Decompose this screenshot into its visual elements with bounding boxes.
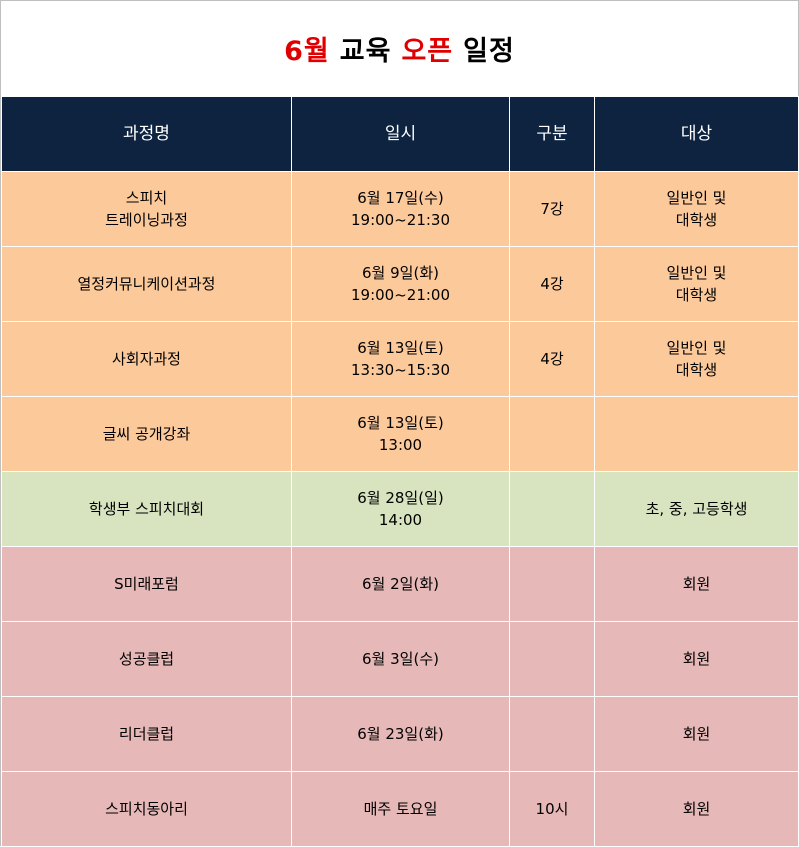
cell-datetime: 6월 2일(화) <box>291 546 510 622</box>
cell-course-line: 성공클럽 <box>118 650 175 668</box>
cell-type <box>509 696 595 772</box>
cell-datetime: 매주 토요일 <box>291 771 510 847</box>
table-row: S미래포럼 6월 2일(화) 회원 <box>1 546 799 622</box>
cell-datetime-line: 13:30~15:30 <box>350 361 451 379</box>
table-row: 학생부 스피치대회 6월 28일(일) 14:00 초, 중, 고등학생 <box>1 471 799 547</box>
cell-target-line: 초, 중, 고등학생 <box>645 500 748 518</box>
header-type: 구분 <box>509 96 595 172</box>
cell-datetime-line: 6월 28일(일) <box>357 489 444 507</box>
table-row: 스피치동아리 매주 토요일 10시 회원 <box>1 771 799 847</box>
cell-course-line: 열정커뮤니케이션과정 <box>77 275 216 293</box>
cell-target-line: 회원 <box>682 650 711 668</box>
cell-datetime-line: 6월 17일(수) <box>357 189 444 207</box>
cell-datetime: 6월 23일(화) <box>291 696 510 772</box>
cell-type <box>509 471 595 547</box>
cell-course: 성공클럽 <box>1 621 292 697</box>
cell-target <box>594 396 799 472</box>
cell-target-line: 회원 <box>682 800 711 818</box>
cell-course: 사회자과정 <box>1 321 292 397</box>
cell-course-line: 트레이닝과정 <box>105 211 188 229</box>
cell-target-line: 회원 <box>682 725 711 743</box>
cell-datetime-line: 6월 2일(화) <box>362 575 439 593</box>
cell-datetime-line: 19:00~21:00 <box>350 286 451 304</box>
title-schedule: 일정 <box>463 36 515 67</box>
title-month: 6월 <box>284 36 330 67</box>
cell-type: 10시 <box>509 771 595 847</box>
cell-target: 회원 <box>594 696 799 772</box>
cell-datetime-line: 6월 13일(토) <box>357 414 444 432</box>
cell-course-line: 스피치 <box>125 189 168 207</box>
table-header-row: 과정명 일시 구분 대상 <box>1 96 799 172</box>
cell-type: 4강 <box>509 246 595 322</box>
cell-datetime-line: 19:00~21:30 <box>350 211 451 229</box>
cell-datetime-line: 6월 3일(수) <box>362 650 439 668</box>
cell-datetime-line: 14:00 <box>378 511 423 529</box>
cell-datetime: 6월 9일(화) 19:00~21:00 <box>291 246 510 322</box>
cell-datetime-line: 매주 토요일 <box>363 800 438 818</box>
header-target: 대상 <box>594 96 799 172</box>
cell-type <box>509 546 595 622</box>
cell-target-line: 일반인 및 <box>666 189 727 207</box>
cell-target-line: 대학생 <box>675 286 718 304</box>
cell-datetime: 6월 3일(수) <box>291 621 510 697</box>
cell-course-line: 학생부 스피치대회 <box>88 500 205 518</box>
page-title: 6월 교육 오픈 일정 <box>1 1 798 96</box>
cell-course-line: 글씨 공개강좌 <box>102 425 191 443</box>
table-row: 리더클럽 6월 23일(화) 회원 <box>1 696 799 772</box>
table-row: 사회자과정 6월 13일(토) 13:30~15:30 4강 일반인 및 대학생 <box>1 321 799 397</box>
title-open: 오픈 <box>401 36 454 67</box>
cell-course-line: 스피치동아리 <box>105 800 188 818</box>
cell-target: 회원 <box>594 621 799 697</box>
cell-course-line: 리더클럽 <box>118 725 175 743</box>
title-education: 교육 <box>339 36 392 67</box>
cell-type <box>509 396 595 472</box>
cell-type: 7강 <box>509 171 595 247</box>
table-body: 스피치 트레이닝과정 6월 17일(수) 19:00~21:30 7강 일반인 및 대학생 열… <box>1 171 799 847</box>
cell-datetime-line: 13:00 <box>378 436 423 454</box>
cell-course-line: 사회자과정 <box>111 350 181 368</box>
cell-datetime: 6월 13일(토) 13:00 <box>291 396 510 472</box>
cell-course: 열정커뮤니케이션과정 <box>1 246 292 322</box>
cell-datetime: 6월 13일(토) 13:30~15:30 <box>291 321 510 397</box>
cell-target: 회원 <box>594 546 799 622</box>
cell-datetime-line: 6월 9일(화) <box>362 264 439 282</box>
table-row: 열정커뮤니케이션과정 6월 9일(화) 19:00~21:00 4강 일반인 및 대학생 <box>1 246 799 322</box>
cell-target: 회원 <box>594 771 799 847</box>
cell-course-line: S미래포럼 <box>114 575 179 593</box>
cell-course: 스피치동아리 <box>1 771 292 847</box>
table-row: 스피치 트레이닝과정 6월 17일(수) 19:00~21:30 7강 일반인 및 대학생 <box>1 171 799 247</box>
header-datetime: 일시 <box>291 96 510 172</box>
cell-course: 글씨 공개강좌 <box>1 396 292 472</box>
cell-target-line: 대학생 <box>675 211 718 229</box>
cell-target-line: 일반인 및 <box>666 264 727 282</box>
cell-target-line: 회원 <box>682 575 711 593</box>
cell-datetime-line: 6월 23일(화) <box>357 725 444 743</box>
table-row: 성공클럽 6월 3일(수) 회원 <box>1 621 799 697</box>
cell-datetime: 6월 28일(일) 14:00 <box>291 471 510 547</box>
cell-type <box>509 621 595 697</box>
cell-course: 학생부 스피치대회 <box>1 471 292 547</box>
cell-datetime: 6월 17일(수) 19:00~21:30 <box>291 171 510 247</box>
header-course: 과정명 <box>1 96 292 172</box>
cell-target-line: 대학생 <box>675 361 718 379</box>
cell-type: 4강 <box>509 321 595 397</box>
cell-target-line: 일반인 및 <box>666 339 727 357</box>
table-row: 글씨 공개강좌 6월 13일(토) 13:00 <box>1 396 799 472</box>
cell-course: 리더클럽 <box>1 696 292 772</box>
cell-target: 초, 중, 고등학생 <box>594 471 799 547</box>
cell-course: S미래포럼 <box>1 546 292 622</box>
cell-datetime-line: 6월 13일(토) <box>357 339 444 357</box>
